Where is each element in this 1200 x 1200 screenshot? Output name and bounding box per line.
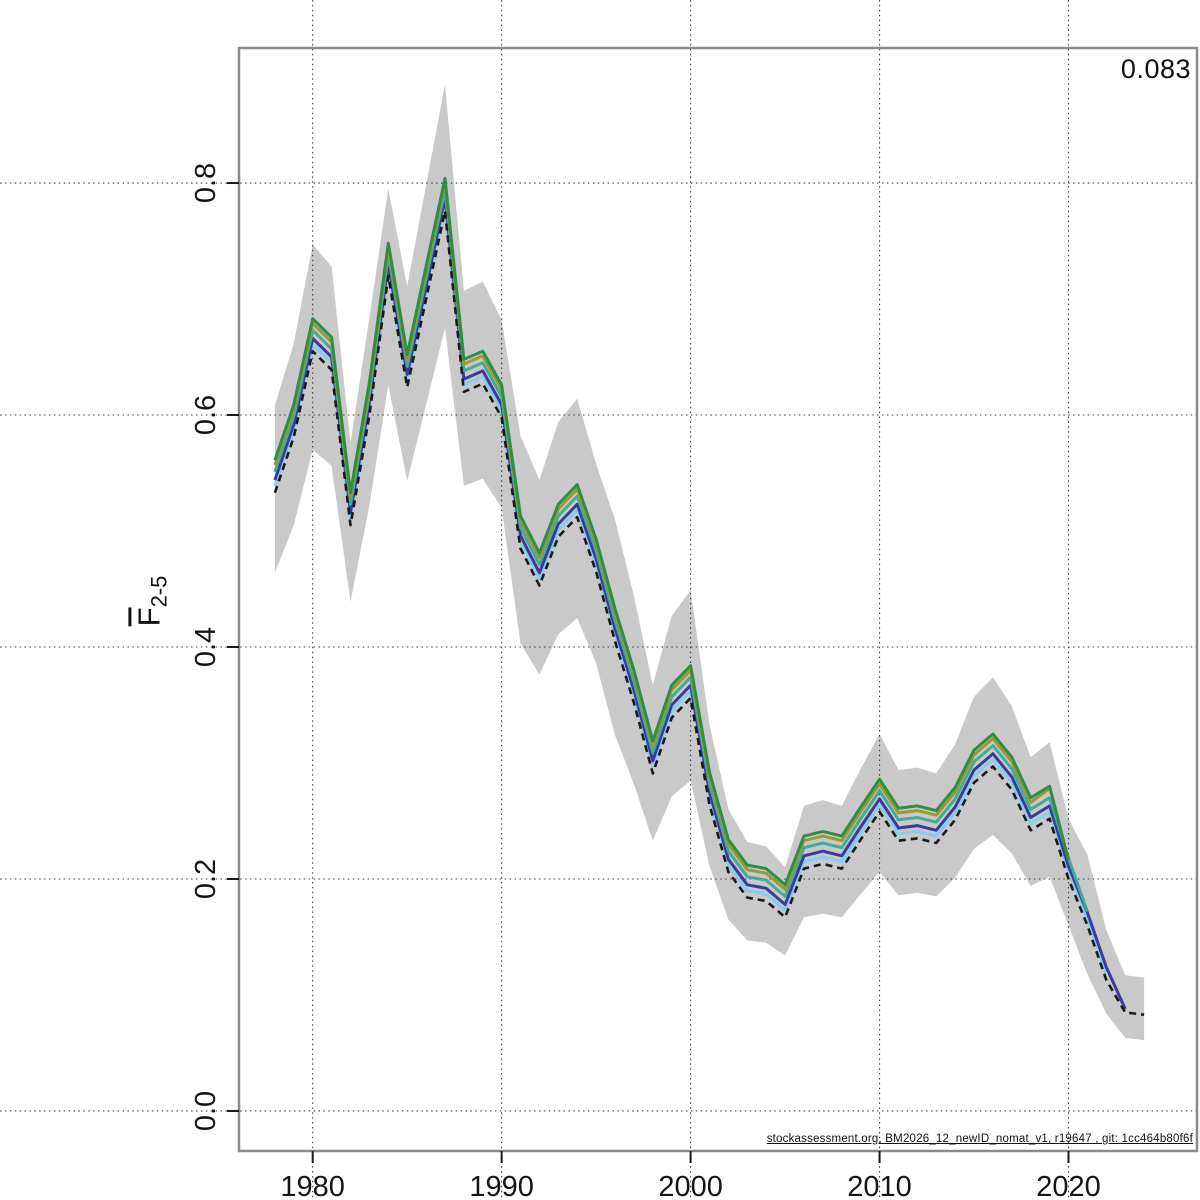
final-value-annotation: 0.083 bbox=[1120, 54, 1191, 84]
x-tick-label: 2020 bbox=[1036, 1171, 1101, 1200]
y-tick-label: 0.4 bbox=[190, 627, 222, 667]
x-tick-label: 2010 bbox=[847, 1171, 912, 1200]
y-tick-label: 0.2 bbox=[190, 859, 222, 899]
series-base-run bbox=[273, 209, 1145, 1016]
stockassessment-watermark: stockassessment.org, BM2026_12_newID_nom… bbox=[766, 1133, 1193, 1145]
y-axis-title-symbol: F bbox=[131, 607, 167, 627]
y-tick-label: 0.6 bbox=[190, 395, 222, 435]
y-axis-title: F2-5 bbox=[131, 576, 172, 627]
series-retro-peel-2020 bbox=[273, 176, 1070, 887]
y-tick-label: 0.0 bbox=[190, 1091, 222, 1131]
y-tick-label: 0.8 bbox=[190, 163, 222, 203]
x-tick-label: 2000 bbox=[658, 1171, 723, 1200]
confidence-band bbox=[274, 84, 1145, 1041]
x-tick-label: 1980 bbox=[280, 1171, 345, 1200]
plot-frame bbox=[237, 46, 1199, 1153]
x-tick-label: 1990 bbox=[469, 1171, 534, 1200]
y-axis-title-subscript: 2-5 bbox=[146, 575, 172, 608]
